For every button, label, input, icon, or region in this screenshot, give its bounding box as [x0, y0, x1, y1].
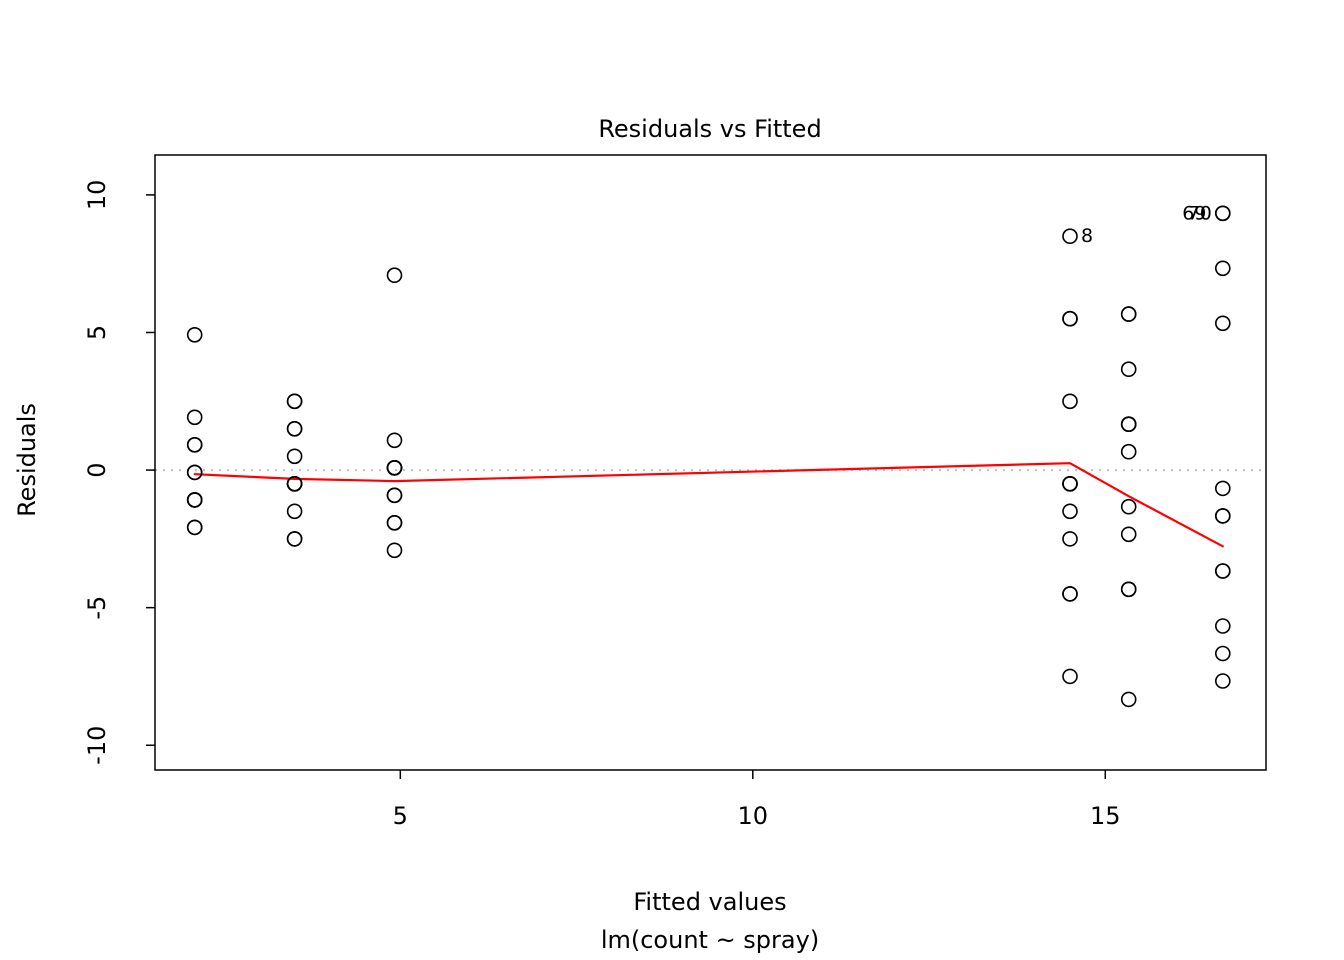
data-point	[1215, 673, 1231, 689]
y-axis-tick-label: 5	[83, 325, 111, 340]
data-point	[1215, 645, 1231, 662]
data-point	[1062, 531, 1078, 547]
data-point	[186, 409, 203, 426]
data-point	[286, 475, 303, 492]
x-axis-tick-label: 15	[1090, 802, 1121, 830]
data-point	[1062, 228, 1078, 244]
data-point	[1120, 306, 1137, 322]
data-point	[1120, 691, 1137, 708]
data-point	[186, 519, 203, 536]
data-point	[386, 542, 403, 559]
data-point	[1215, 205, 1231, 222]
y-axis-tick-label: 0	[83, 462, 111, 477]
data-point	[1120, 443, 1137, 460]
x-axis-tick-label: 5	[393, 802, 408, 830]
x-axis-sublabel: lm(count ~ spray)	[601, 926, 819, 954]
data-point	[186, 492, 203, 508]
y-axis-tick-label: -5	[83, 596, 111, 620]
data-point	[1215, 618, 1231, 634]
data-point	[1215, 315, 1231, 332]
data-point	[1120, 498, 1137, 515]
data-point	[386, 459, 403, 476]
data-point	[1120, 361, 1137, 378]
data-point	[1062, 310, 1078, 327]
data-point	[1062, 503, 1078, 520]
y-axis-label: Residuals	[13, 403, 41, 517]
data-point	[1062, 393, 1078, 410]
data-point	[1062, 475, 1078, 492]
data-point	[1215, 563, 1231, 579]
data-point	[186, 326, 203, 343]
data-point	[286, 448, 303, 465]
data-point	[1215, 480, 1231, 497]
point-label: 69	[1182, 202, 1206, 224]
data-point	[386, 267, 403, 284]
data-point	[1215, 508, 1231, 524]
smoother-line	[193, 462, 1224, 548]
data-point	[286, 503, 303, 520]
y-axis-tick-label: 10	[83, 180, 111, 211]
data-point	[1120, 416, 1137, 433]
chart-title: Residuals vs Fitted	[598, 115, 821, 143]
data-point	[1120, 526, 1137, 543]
data-point	[186, 436, 203, 453]
data-point	[386, 487, 403, 504]
x-axis-label: Fitted values	[633, 888, 786, 916]
point-label: 70	[1188, 202, 1212, 224]
data-point	[1062, 668, 1078, 685]
data-point	[286, 420, 303, 437]
data-point	[286, 531, 303, 547]
data-point	[386, 514, 403, 531]
x-axis-tick-label: 10	[738, 802, 769, 830]
data-point	[1215, 260, 1231, 277]
plot-border	[154, 154, 1267, 771]
data-point	[286, 393, 303, 410]
y-axis-tick-label: -10	[83, 726, 111, 765]
data-point	[386, 432, 403, 449]
point-label: 8	[1081, 225, 1093, 247]
data-point	[186, 464, 203, 481]
data-point	[1062, 586, 1078, 602]
data-point	[1120, 581, 1137, 598]
